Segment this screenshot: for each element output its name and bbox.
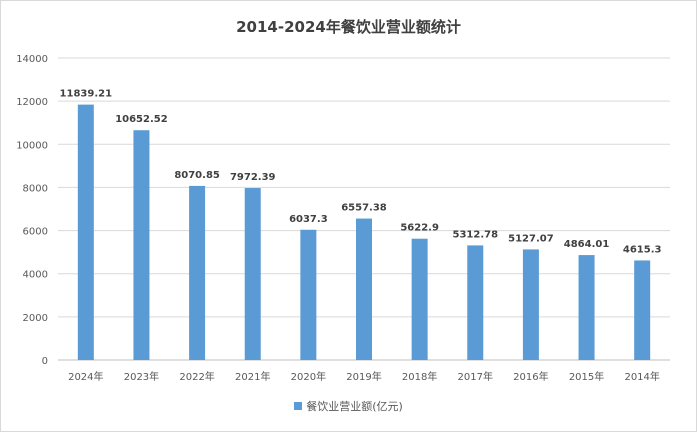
bar [578,255,595,360]
x-tick-label: 2019年 [346,370,381,383]
x-tick-label: 2016年 [513,370,548,383]
bar [300,229,317,360]
y-tick-label: 6000 [23,227,48,238]
data-label: 7972.39 [230,172,276,183]
legend-swatch [294,402,303,410]
y-tick-label: 10000 [16,140,48,151]
data-label: 6037.3 [289,214,328,225]
y-tick-label: 12000 [16,97,48,108]
x-tick-label: 2017年 [458,370,493,383]
y-tick-label: 2000 [23,313,48,324]
x-tick-label: 2023年 [124,370,159,383]
data-label: 5127.07 [508,233,554,244]
x-tick-label: 2022年 [179,370,214,383]
y-tick-label: 4000 [23,270,48,281]
bar [244,188,261,360]
bar [189,185,206,360]
data-label: 5312.78 [452,229,498,240]
x-tick-label: 2020年 [291,370,326,383]
bar [133,130,150,360]
data-label: 10652.52 [115,114,168,125]
legend-label: 餐饮业营业额(亿元) [306,400,403,413]
x-tick-label: 2018年 [402,370,437,383]
bar [356,218,372,360]
data-label: 11839.21 [60,89,113,100]
x-tick-label: 2021年 [235,370,270,383]
bar [411,238,428,360]
data-label: 4615.3 [623,244,662,255]
data-label: 8070.85 [174,170,220,181]
x-tick-label: 2015年 [569,370,604,383]
y-tick-label: 8000 [23,183,48,194]
legend: 餐饮业营业额(亿元) [0,398,697,414]
bar [634,260,651,360]
data-label: 6557.38 [341,203,387,214]
data-label: 4864.01 [564,239,610,250]
chart-title: 2014-2024年餐饮业营业额统计 [236,18,461,36]
y-tick-label: 14000 [16,54,48,65]
data-label: 5622.9 [400,223,439,234]
bar [467,245,484,360]
bar [77,104,94,360]
x-tick-label: 2014年 [624,370,659,383]
bar [522,249,539,360]
x-tick-label: 2024年 [68,370,103,383]
y-tick-label: 0 [42,356,48,367]
